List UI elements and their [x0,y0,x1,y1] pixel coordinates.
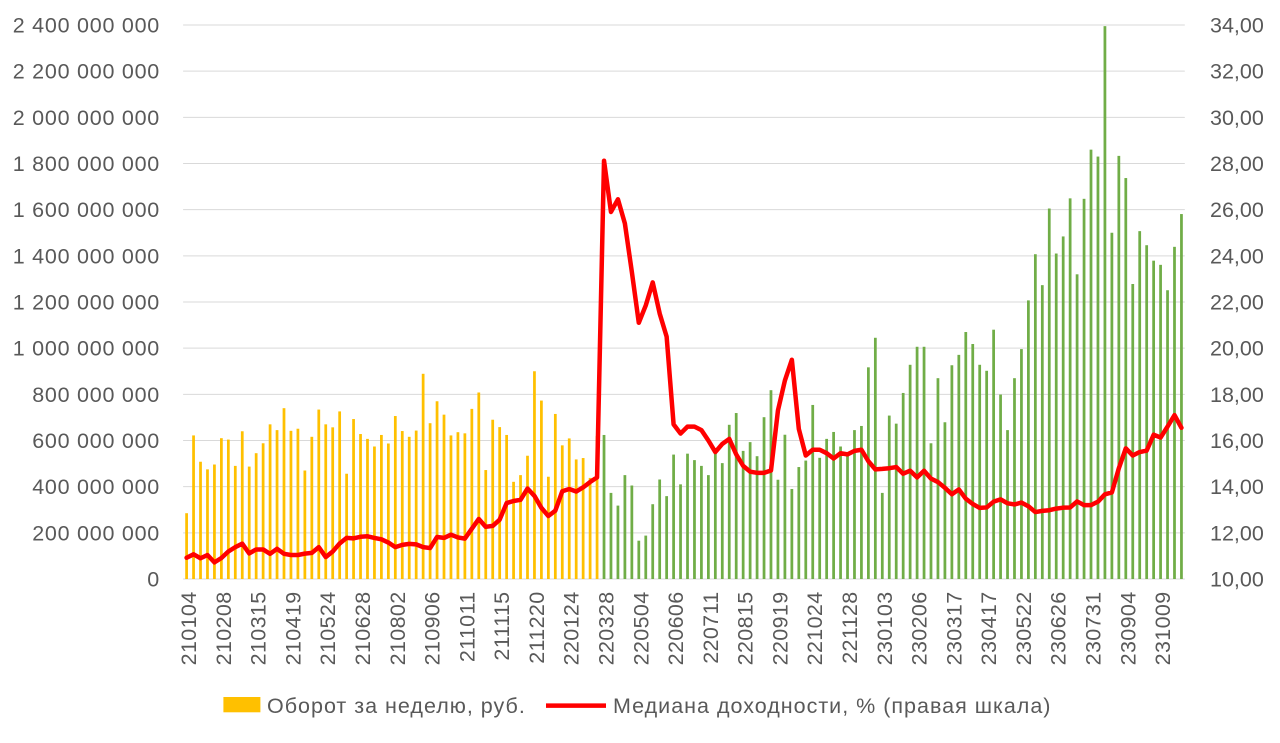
svg-text:600 000 000: 600 000 000 [32,429,160,453]
svg-text:22,00: 22,00 [1210,291,1264,315]
svg-text:220124: 220124 [560,592,584,666]
svg-text:20,00: 20,00 [1210,337,1264,361]
svg-text:210419: 210419 [281,592,305,666]
svg-text:211011: 211011 [455,592,479,663]
svg-text:200 000 000: 200 000 000 [32,521,160,545]
svg-text:2 200 000 000: 2 200 000 000 [13,60,160,84]
svg-text:210906: 210906 [421,592,445,666]
svg-text:210802: 210802 [386,592,410,666]
svg-text:210315: 210315 [247,592,271,666]
svg-text:210208: 210208 [212,592,236,666]
svg-text:30,00: 30,00 [1210,106,1264,130]
svg-text:28,00: 28,00 [1210,152,1264,176]
svg-text:211115: 211115 [490,592,514,661]
svg-text:34,00: 34,00 [1210,14,1264,38]
svg-text:0: 0 [147,568,160,592]
svg-text:210524: 210524 [316,592,340,666]
svg-text:230904: 230904 [1116,592,1140,666]
svg-text:220504: 220504 [629,592,653,666]
svg-text:2 400 000 000: 2 400 000 000 [13,14,160,38]
svg-text:1 600 000 000: 1 600 000 000 [13,198,160,222]
svg-text:230626: 230626 [1047,592,1071,666]
svg-text:220606: 220606 [664,592,688,666]
svg-text:1 200 000 000: 1 200 000 000 [13,291,160,315]
svg-text:16,00: 16,00 [1210,429,1264,453]
svg-text:230522: 230522 [1012,592,1036,666]
svg-text:Оборот за неделю, руб.: Оборот за неделю, руб. [267,694,526,718]
svg-text:10,00: 10,00 [1210,568,1264,592]
svg-text:1 000 000 000: 1 000 000 000 [13,337,160,361]
svg-text:2 000 000 000: 2 000 000 000 [13,106,160,130]
svg-text:18,00: 18,00 [1210,383,1264,407]
svg-text:12,00: 12,00 [1210,521,1264,545]
svg-text:400 000 000: 400 000 000 [32,475,160,499]
svg-text:220815: 220815 [734,592,758,666]
svg-text:221024: 221024 [803,592,827,666]
svg-text:32,00: 32,00 [1210,60,1264,84]
svg-text:220328: 220328 [595,592,619,666]
svg-text:26,00: 26,00 [1210,198,1264,222]
svg-text:230317: 230317 [942,592,966,666]
svg-text:210104: 210104 [177,592,201,666]
svg-text:800 000 000: 800 000 000 [32,383,160,407]
svg-text:211220: 211220 [525,592,549,664]
svg-text:24,00: 24,00 [1210,244,1264,268]
svg-text:231009: 231009 [1151,592,1175,666]
svg-text:1 400 000 000: 1 400 000 000 [13,244,160,268]
svg-text:210628: 210628 [351,592,375,666]
svg-text:230206: 230206 [908,592,932,666]
svg-text:220919: 220919 [768,592,792,666]
svg-text:230417: 230417 [977,592,1001,666]
svg-text:220711: 220711 [699,592,723,664]
svg-text:230731: 230731 [1082,592,1106,666]
svg-text:Медиана доходности, % (правая: Медиана доходности, % (правая шкала) [613,694,1051,718]
svg-text:1 800 000 000: 1 800 000 000 [13,152,160,176]
svg-text:230103: 230103 [873,592,897,666]
svg-text:221128: 221128 [838,592,862,664]
svg-text:14,00: 14,00 [1210,475,1264,499]
